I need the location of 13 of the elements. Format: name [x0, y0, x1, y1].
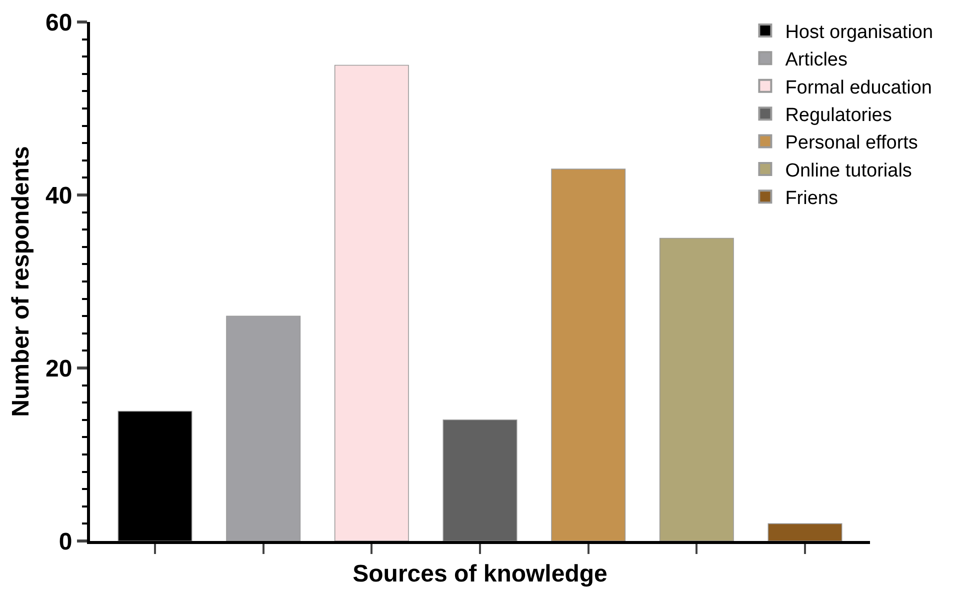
y-tick-label: 20 [45, 355, 72, 382]
legend-label: Regulatories [785, 104, 892, 126]
legend-label: Online tutorials [785, 160, 912, 182]
legend-label: Formal education [785, 77, 932, 98]
legend-label: Host organisation [785, 22, 934, 43]
y-tick-label: 0 [58, 528, 72, 556]
y-tick-label: 60 [45, 9, 72, 36]
x-axis-title: Sources of knowledge [352, 560, 608, 588]
legend-label: Articles [785, 50, 848, 71]
y-axis-title: Number of respondents [8, 146, 35, 417]
legend-label: Friens [785, 188, 838, 210]
y-tick-label: 40 [45, 182, 72, 210]
legend-label: Personal efforts [785, 132, 918, 154]
